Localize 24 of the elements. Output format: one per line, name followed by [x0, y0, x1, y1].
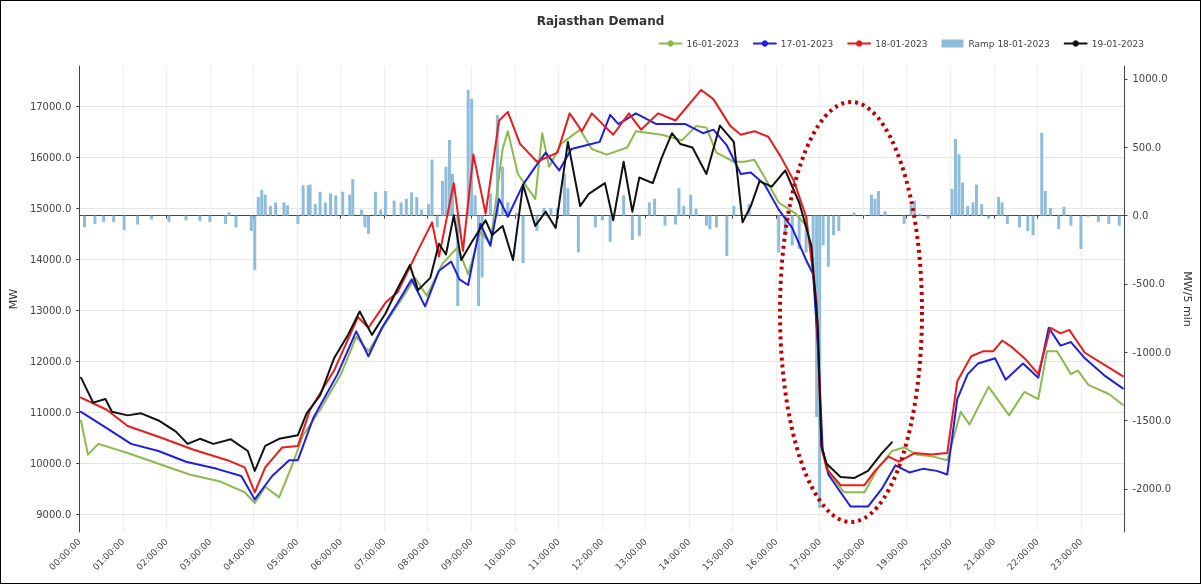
y2-tick-label: -1000.0 — [1132, 346, 1172, 358]
y-tick-label: 9000.0 — [36, 508, 72, 520]
legend-label: 16-01-2023 — [686, 38, 739, 49]
y2-tick-label: -500.0 — [1132, 278, 1165, 290]
y-tick-label: 13000.0 — [29, 304, 72, 316]
y-tick-label: 11000.0 — [29, 406, 72, 418]
y2-tick-label: 0.0 — [1132, 210, 1149, 222]
y2-tick-label: -2000.0 — [1132, 483, 1172, 495]
y2-tick-label: -1500.0 — [1132, 415, 1172, 427]
legend-label: 17-01-2023 — [780, 38, 834, 49]
y-tick-label: 10000.0 — [29, 457, 72, 469]
y-tick-label: 14000.0 — [29, 254, 72, 266]
y-tick-label: 15000.0 — [29, 203, 72, 215]
y2-tick-label: 1000.0 — [1132, 73, 1168, 85]
y-tick-label: 16000.0 — [29, 152, 72, 164]
legend-label: 18-01-2023 — [875, 38, 928, 49]
y-tick-label: 12000.0 — [29, 355, 72, 367]
y2-axis-title: MW/5 min — [1181, 271, 1194, 327]
y-axis-title: MW — [7, 288, 20, 310]
y2-tick-label: 500.0 — [1132, 141, 1162, 153]
legend-label: Ramp 18-01-2023 — [968, 38, 1050, 49]
chart-title: Rajasthan Demand — [536, 14, 665, 28]
legend-label: 19-01-2023 — [1091, 38, 1145, 49]
y-tick-label: 17000.0 — [29, 101, 72, 113]
